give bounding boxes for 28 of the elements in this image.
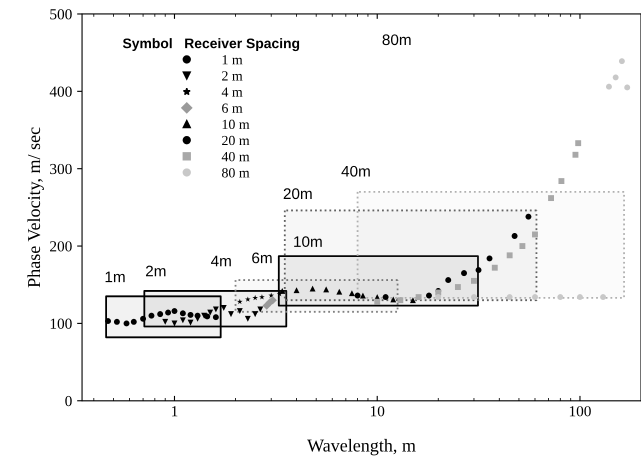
annotation: 40m — [341, 166, 370, 177]
x-tick-label: 10 — [370, 406, 384, 416]
x-tick-label: 100 — [570, 406, 591, 416]
annotation: 20m — [284, 188, 312, 200]
legend-label: 40 m — [222, 152, 250, 162]
y-tick-label: 400 — [50, 86, 72, 97]
y-tick-label: 0 — [65, 396, 72, 406]
x-tick-label: 1 — [172, 406, 178, 416]
annotation: 10m — [294, 236, 322, 248]
y-tick-label: 300 — [50, 164, 72, 174]
annotation: 1m — [106, 272, 125, 282]
legend-label: 20 m — [222, 136, 250, 146]
legend-label: 4 m — [222, 87, 242, 97]
legend-label: 1 m — [222, 55, 242, 64]
annotation: 6m — [252, 252, 272, 264]
annotation: 80m — [382, 34, 411, 46]
legend-title: Symbol Receiver Spacing — [122, 38, 300, 52]
legend-label: 6 m — [222, 104, 242, 113]
annotation: 2m — [146, 266, 166, 276]
legend-label: 80 m — [222, 168, 250, 178]
y-tick-label: 200 — [50, 241, 72, 252]
annotation: 4m — [210, 256, 231, 266]
y-axis-title: Phase Velocity, m/ sec — [27, 127, 44, 288]
legend-label: 2 m — [222, 71, 242, 80]
legend-label: 10 m — [222, 120, 250, 130]
x-axis-title: Wavelength, m — [307, 438, 416, 456]
y-tick-label: 500 — [50, 9, 72, 20]
y-tick-label: 100 — [50, 318, 72, 329]
